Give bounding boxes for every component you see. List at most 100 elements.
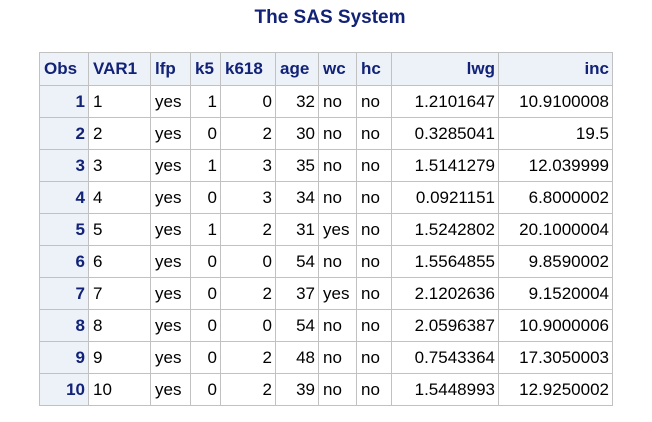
- cell-hc: no: [356, 149, 392, 182]
- cell-inc: 9.8590002: [498, 245, 613, 278]
- cell-obs: 1: [39, 85, 89, 118]
- cell-k5: 0: [190, 181, 221, 214]
- table-row: 5 5 yes 1 2 31 yes no 1.5242802 20.1000004: [39, 213, 613, 246]
- cell-lfp: yes: [150, 117, 191, 150]
- table-row: 10 10 yes 0 2 39 no no 1.5448993 12.9250002: [39, 373, 613, 406]
- cell-age: 54: [275, 245, 319, 278]
- cell-age: 48: [275, 341, 319, 374]
- cell-inc: 6.8000002: [498, 181, 613, 214]
- column-header-var1: VAR1: [88, 52, 151, 86]
- cell-inc: 12.9250002: [498, 373, 613, 406]
- cell-var1: 2: [88, 117, 151, 150]
- cell-obs: 8: [39, 309, 89, 342]
- table-row: 6 6 yes 0 0 54 no no 1.5564855 9.8590002: [39, 245, 613, 278]
- cell-wc: yes: [318, 213, 357, 246]
- cell-var1: 10: [88, 373, 151, 406]
- cell-hc: no: [356, 277, 392, 310]
- table-row: 7 7 yes 0 2 37 yes no 2.1202636 9.1520004: [39, 277, 613, 310]
- cell-k618: 3: [220, 181, 276, 214]
- cell-var1: 4: [88, 181, 151, 214]
- cell-lfp: yes: [150, 213, 191, 246]
- table-row: 4 4 yes 0 3 34 no no 0.0921151 6.8000002: [39, 181, 613, 214]
- cell-var1: 5: [88, 213, 151, 246]
- cell-lwg: 0.3285041: [391, 117, 499, 150]
- cell-wc: no: [318, 117, 357, 150]
- cell-obs: 4: [39, 181, 89, 214]
- cell-wc: yes: [318, 277, 357, 310]
- cell-inc: 20.1000004: [498, 213, 613, 246]
- column-header-k5: k5: [190, 52, 221, 86]
- cell-k5: 0: [190, 341, 221, 374]
- cell-inc: 19.5: [498, 117, 613, 150]
- column-header-wc: wc: [318, 52, 357, 86]
- table-body: 1 1 yes 1 0 32 no no 1.2101647 10.9100008 2 2 yes 0 2 3…: [39, 85, 613, 406]
- cell-age: 32: [275, 85, 319, 118]
- cell-hc: no: [356, 309, 392, 342]
- cell-var1: 6: [88, 245, 151, 278]
- cell-wc: no: [318, 181, 357, 214]
- cell-lfp: yes: [150, 309, 191, 342]
- cell-k618: 2: [220, 117, 276, 150]
- cell-var1: 9: [88, 341, 151, 374]
- cell-hc: no: [356, 341, 392, 374]
- cell-k5: 0: [190, 277, 221, 310]
- table-row: 3 3 yes 1 3 35 no no 1.5141279 12.039999: [39, 149, 613, 182]
- cell-lfp: yes: [150, 341, 191, 374]
- header-row: Obs VAR1 lfp k5 k618 age wc hc lwg inc: [39, 52, 613, 86]
- cell-lwg: 1.5564855: [391, 245, 499, 278]
- cell-age: 35: [275, 149, 319, 182]
- cell-lwg: 0.0921151: [391, 181, 499, 214]
- cell-lwg: 1.2101647: [391, 85, 499, 118]
- cell-k618: 3: [220, 149, 276, 182]
- cell-k618: 0: [220, 309, 276, 342]
- cell-k618: 0: [220, 85, 276, 118]
- cell-var1: 7: [88, 277, 151, 310]
- report-title: The SAS System: [254, 7, 406, 28]
- cell-hc: no: [356, 373, 392, 406]
- cell-var1: 3: [88, 149, 151, 182]
- table-row: 1 1 yes 1 0 32 no no 1.2101647 10.9100008: [39, 85, 613, 118]
- cell-age: 39: [275, 373, 319, 406]
- cell-wc: no: [318, 309, 357, 342]
- cell-age: 30: [275, 117, 319, 150]
- data-table: Obs VAR1 lfp k5 k618 age wc hc lwg inc 1…: [39, 52, 613, 406]
- cell-lfp: yes: [150, 181, 191, 214]
- cell-age: 54: [275, 309, 319, 342]
- cell-inc: 10.9100008: [498, 85, 613, 118]
- cell-obs: 5: [39, 213, 89, 246]
- cell-obs: 7: [39, 277, 89, 310]
- cell-k618: 2: [220, 213, 276, 246]
- cell-obs: 10: [39, 373, 89, 406]
- cell-wc: no: [318, 341, 357, 374]
- cell-hc: no: [356, 117, 392, 150]
- column-header-lfp: lfp: [150, 52, 191, 86]
- cell-lfp: yes: [150, 85, 191, 118]
- column-header-hc: hc: [356, 52, 392, 86]
- cell-inc: 9.1520004: [498, 277, 613, 310]
- cell-var1: 1: [88, 85, 151, 118]
- cell-k618: 2: [220, 277, 276, 310]
- table-row: 2 2 yes 0 2 30 no no 0.3285041 19.5: [39, 117, 613, 150]
- cell-k5: 1: [190, 149, 221, 182]
- cell-lwg: 1.5242802: [391, 213, 499, 246]
- cell-lwg: 1.5141279: [391, 149, 499, 182]
- cell-lfp: yes: [150, 277, 191, 310]
- cell-wc: no: [318, 245, 357, 278]
- cell-k618: 2: [220, 341, 276, 374]
- cell-inc: 17.3050003: [498, 341, 613, 374]
- column-header-lwg: lwg: [391, 52, 499, 86]
- cell-hc: no: [356, 245, 392, 278]
- cell-wc: no: [318, 85, 357, 118]
- cell-k5: 0: [190, 309, 221, 342]
- cell-k5: 0: [190, 117, 221, 150]
- cell-lfp: yes: [150, 245, 191, 278]
- cell-lwg: 1.5448993: [391, 373, 499, 406]
- cell-hc: no: [356, 85, 392, 118]
- column-header-k618: k618: [220, 52, 276, 86]
- cell-k5: 0: [190, 245, 221, 278]
- cell-obs: 6: [39, 245, 89, 278]
- cell-age: 37: [275, 277, 319, 310]
- cell-k5: 1: [190, 213, 221, 246]
- cell-lwg: 2.0596387: [391, 309, 499, 342]
- column-header-obs: Obs: [39, 52, 89, 86]
